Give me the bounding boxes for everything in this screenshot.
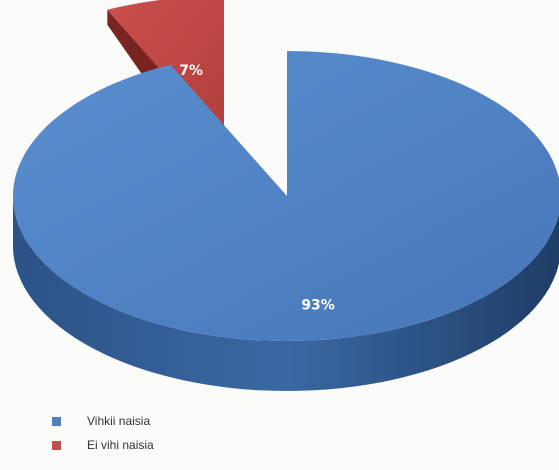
pie-data-labels: 7% 93% bbox=[179, 63, 335, 313]
legend-label: Ei vihi naisia bbox=[87, 438, 154, 452]
legend-item-ei-vihi-naisia: Ei vihi naisia bbox=[52, 438, 154, 452]
data-label-ei-vihi-naisia: 7% bbox=[179, 63, 203, 79]
legend-swatch-blue bbox=[52, 417, 61, 426]
pie-slice-top bbox=[13, 51, 559, 341]
legend-label: Vihkii naisia bbox=[87, 414, 151, 428]
pie-slices bbox=[13, 0, 559, 391]
pie-slice-side bbox=[13, 196, 559, 391]
data-label-vihkii-naisia: 93% bbox=[301, 298, 335, 314]
legend-swatch-red bbox=[52, 441, 61, 450]
pie-slice-vihkii-naisia bbox=[13, 51, 559, 391]
legend-item-vihkii-naisia: Vihkii naisia bbox=[52, 414, 154, 428]
legend: Vihkii naisia Ei vihi naisia bbox=[52, 414, 154, 452]
